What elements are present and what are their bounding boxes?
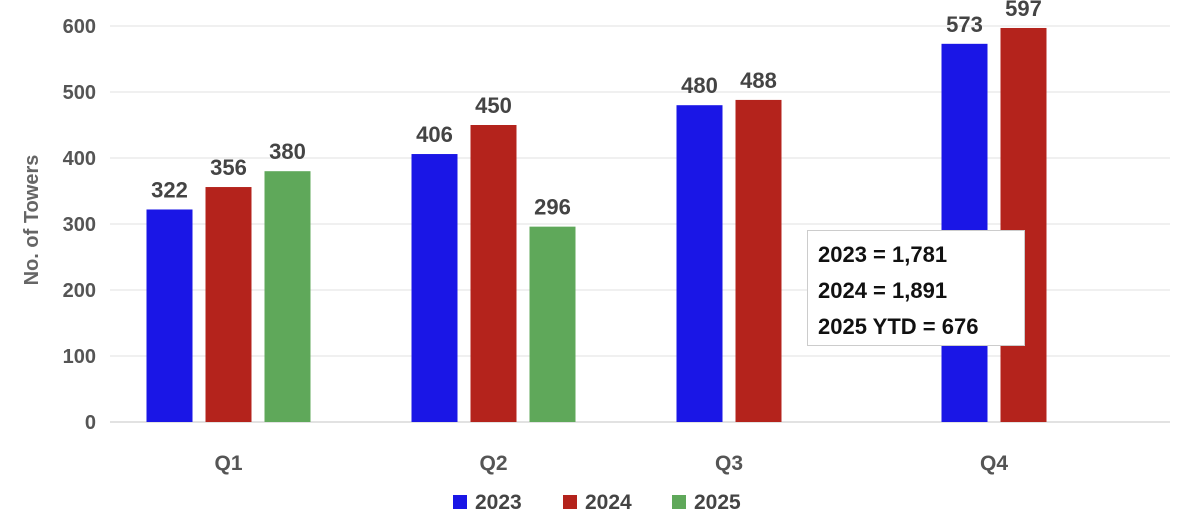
- bar-2025-Q2: [529, 226, 576, 422]
- y-axis-label: No. of Towers: [21, 155, 43, 286]
- legend-swatch-2024: [563, 495, 577, 509]
- data-label: 488: [740, 68, 777, 93]
- data-label: 573: [946, 12, 983, 37]
- x-tick-label: Q3: [715, 452, 743, 475]
- y-tick-label: 600: [63, 16, 96, 38]
- y-tick-label: 0: [85, 412, 96, 434]
- annotation-line-2023: 2023 = 1,781: [818, 242, 948, 267]
- data-label: 296: [534, 195, 571, 220]
- totals-annotation: 2023 = 1,781 2024 = 1,891 2025 YTD = 676: [807, 230, 1025, 346]
- bar-2024-Q2: [470, 125, 517, 422]
- bar-2025-Q1: [264, 171, 311, 422]
- bar-2024-Q4: [1000, 27, 1047, 422]
- data-labels: 322 356 380 406 450 296 480 488 573 597: [151, 0, 1042, 220]
- legend-label-2024: 2024: [585, 491, 632, 514]
- legend-label-2023: 2023: [475, 491, 522, 514]
- data-label: 480: [681, 73, 718, 98]
- data-label: 322: [151, 177, 188, 202]
- annotation-line-2024: 2024 = 1,891: [818, 278, 948, 303]
- x-tick-label: Q2: [479, 452, 507, 475]
- y-axis-ticks: 0 100 200 300 400 500 600: [63, 16, 96, 434]
- y-tick-label: 400: [63, 148, 96, 170]
- annotation-line-2025: 2025 YTD = 676: [818, 314, 979, 339]
- data-label: 450: [475, 93, 512, 118]
- bar-2023-Q3: [676, 105, 723, 422]
- y-tick-label: 300: [63, 214, 96, 236]
- bar-2024-Q3: [735, 99, 782, 423]
- legend: 2023 2024 2025: [453, 491, 741, 514]
- bar-2024-Q1: [205, 187, 252, 422]
- legend-swatch-2025: [672, 495, 686, 509]
- bar-2023-Q1: [146, 209, 193, 422]
- x-tick-label: Q1: [214, 452, 242, 475]
- y-tick-label: 100: [63, 346, 96, 368]
- y-tick-label: 200: [63, 280, 96, 302]
- legend-label-2025: 2025: [694, 491, 741, 514]
- x-tick-label: Q4: [980, 452, 1008, 475]
- data-label: 380: [269, 139, 306, 164]
- x-axis-categories: Q1 Q2 Q3 Q4: [214, 452, 1008, 475]
- data-label: 406: [416, 122, 453, 147]
- data-label: 597: [1005, 0, 1042, 21]
- bar-2023-Q2: [411, 154, 458, 423]
- bars: [146, 27, 1047, 423]
- data-label: 356: [210, 155, 247, 180]
- legend-swatch-2023: [453, 495, 467, 509]
- y-tick-label: 500: [63, 82, 96, 104]
